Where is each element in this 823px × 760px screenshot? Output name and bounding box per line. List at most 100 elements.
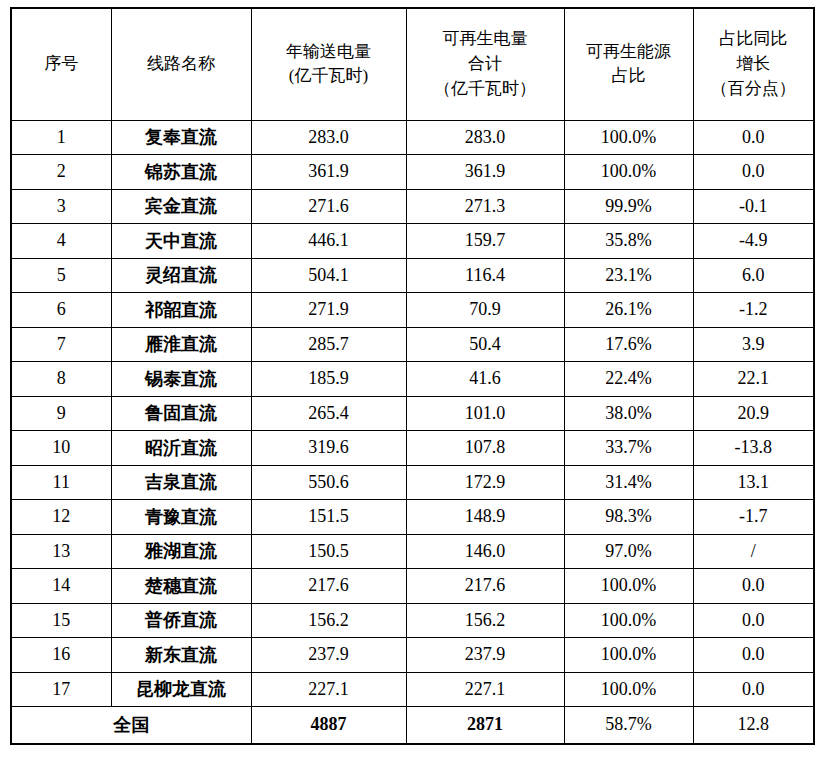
cell-growth: 3.9	[693, 327, 814, 362]
cell-serial: 1	[11, 120, 111, 155]
cell-growth: 0.0	[693, 638, 814, 673]
cell-renewable-ratio: 35.8%	[564, 224, 693, 259]
cell-annual-transmission: 285.7	[251, 327, 406, 362]
table-row: 4天中直流446.1159.735.8%-4.9	[11, 224, 814, 259]
cell-growth: /	[693, 534, 814, 569]
cell-growth: 20.9	[693, 396, 814, 431]
cell-line-name: 新东直流	[111, 638, 251, 673]
cell-renewable-total: 50.4	[406, 327, 564, 362]
cell-renewable-total: 283.0	[406, 120, 564, 155]
cell-line-name: 锡泰直流	[111, 362, 251, 397]
cell-renewable-ratio: 100.0%	[564, 155, 693, 190]
cell-serial: 9	[11, 396, 111, 431]
cell-annual-transmission: 319.6	[251, 431, 406, 466]
cell-line-name: 鲁固直流	[111, 396, 251, 431]
cell-renewable-ratio: 31.4%	[564, 465, 693, 500]
cell-line-name: 昭沂直流	[111, 431, 251, 466]
cell-serial: 8	[11, 362, 111, 397]
cell-renewable-total: 159.7	[406, 224, 564, 259]
cell-serial: 13	[11, 534, 111, 569]
cell-line-name: 祁韶直流	[111, 293, 251, 328]
cell-annual-transmission: 271.9	[251, 293, 406, 328]
cell-annual-transmission: 271.6	[251, 189, 406, 224]
table-body: 1复奉直流283.0283.0100.0%0.02锦苏直流361.9361.91…	[11, 120, 814, 744]
cell-growth: 0.0	[693, 672, 814, 707]
table-row: 16新东直流237.9237.9100.0%0.0	[11, 638, 814, 673]
header-renewable-total: 可再生电量 合计 （亿千瓦时）	[406, 8, 564, 120]
cell-annual-transmission: 265.4	[251, 396, 406, 431]
cell-renewable-total: 217.6	[406, 569, 564, 604]
cell-renewable-ratio: 33.7%	[564, 431, 693, 466]
cell-serial: 17	[11, 672, 111, 707]
cell-growth: -4.9	[693, 224, 814, 259]
cell-serial: 2	[11, 155, 111, 190]
cell-line-name: 楚穗直流	[111, 569, 251, 604]
cell-growth: -13.8	[693, 431, 814, 466]
cell-growth: -1.7	[693, 500, 814, 535]
table-row: 6祁韶直流271.970.926.1%-1.2	[11, 293, 814, 328]
cell-annual-transmission: 504.1	[251, 258, 406, 293]
cell-renewable-ratio: 100.0%	[564, 120, 693, 155]
cell-annual-transmission: 185.9	[251, 362, 406, 397]
cell-serial: 16	[11, 638, 111, 673]
cell-line-name: 天中直流	[111, 224, 251, 259]
table-row: 7雁淮直流285.750.417.6%3.9	[11, 327, 814, 362]
table-row: 1复奉直流283.0283.0100.0%0.0	[11, 120, 814, 155]
cell-line-name: 灵绍直流	[111, 258, 251, 293]
cell-growth: 0.0	[693, 120, 814, 155]
cell-renewable-ratio: 38.0%	[564, 396, 693, 431]
cell-serial: 6	[11, 293, 111, 328]
header-annual-transmission: 年输送电量 (亿千瓦时)	[251, 8, 406, 120]
cell-growth: 12.8	[693, 707, 814, 744]
table-row: 12青豫直流151.5148.998.3%-1.7	[11, 500, 814, 535]
renewable-transmission-table: 序号 线路名称 年输送电量 (亿千瓦时) 可再生电量 合计 （亿千瓦时） 可再生…	[10, 7, 815, 745]
cell-renewable-ratio: 100.0%	[564, 603, 693, 638]
cell-renewable-ratio: 98.3%	[564, 500, 693, 535]
table-row: 11吉泉直流550.6172.931.4%13.1	[11, 465, 814, 500]
cell-serial: 4	[11, 224, 111, 259]
cell-line-name: 锦苏直流	[111, 155, 251, 190]
table-row: 8锡泰直流185.941.622.4%22.1	[11, 362, 814, 397]
table-row: 10昭沂直流319.6107.833.7%-13.8	[11, 431, 814, 466]
cell-renewable-ratio: 97.0%	[564, 534, 693, 569]
cell-line-name: 雁淮直流	[111, 327, 251, 362]
cell-annual-transmission: 550.6	[251, 465, 406, 500]
table-row: 5灵绍直流504.1116.423.1%6.0	[11, 258, 814, 293]
table-row: 3宾金直流271.6271.399.9%-0.1	[11, 189, 814, 224]
cell-renewable-total: 156.2	[406, 603, 564, 638]
cell-renewable-ratio: 58.7%	[564, 707, 693, 744]
cell-renewable-total: 146.0	[406, 534, 564, 569]
cell-growth: 6.0	[693, 258, 814, 293]
cell-annual-transmission: 237.9	[251, 638, 406, 673]
header-line-name: 线路名称	[111, 8, 251, 120]
cell-line-name: 宾金直流	[111, 189, 251, 224]
table-row: 15普侨直流156.2156.2100.0%0.0	[11, 603, 814, 638]
cell-renewable-ratio: 100.0%	[564, 569, 693, 604]
cell-renewable-ratio: 22.4%	[564, 362, 693, 397]
cell-renewable-total: 271.3	[406, 189, 564, 224]
cell-serial: 10	[11, 431, 111, 466]
cell-growth: 22.1	[693, 362, 814, 397]
header-ratio-growth: 占比同比 增长 （百分点）	[693, 8, 814, 120]
cell-renewable-total: 107.8	[406, 431, 564, 466]
cell-renewable-total: 237.9	[406, 638, 564, 673]
cell-growth: 0.0	[693, 155, 814, 190]
cell-annual-transmission: 156.2	[251, 603, 406, 638]
cell-renewable-ratio: 99.9%	[564, 189, 693, 224]
cell-renewable-total: 172.9	[406, 465, 564, 500]
cell-renewable-ratio: 17.6%	[564, 327, 693, 362]
cell-annual-transmission: 446.1	[251, 224, 406, 259]
cell-renewable-total: 101.0	[406, 396, 564, 431]
cell-annual-transmission: 151.5	[251, 500, 406, 535]
cell-serial: 7	[11, 327, 111, 362]
table-row: 13雅湖直流150.5146.097.0%/	[11, 534, 814, 569]
cell-total-label: 全国	[11, 707, 251, 744]
cell-renewable-total: 41.6	[406, 362, 564, 397]
cell-renewable-total: 227.1	[406, 672, 564, 707]
cell-annual-transmission: 227.1	[251, 672, 406, 707]
cell-annual-transmission: 4887	[251, 707, 406, 744]
cell-line-name: 昆柳龙直流	[111, 672, 251, 707]
cell-renewable-ratio: 100.0%	[564, 672, 693, 707]
cell-annual-transmission: 150.5	[251, 534, 406, 569]
cell-growth: -0.1	[693, 189, 814, 224]
